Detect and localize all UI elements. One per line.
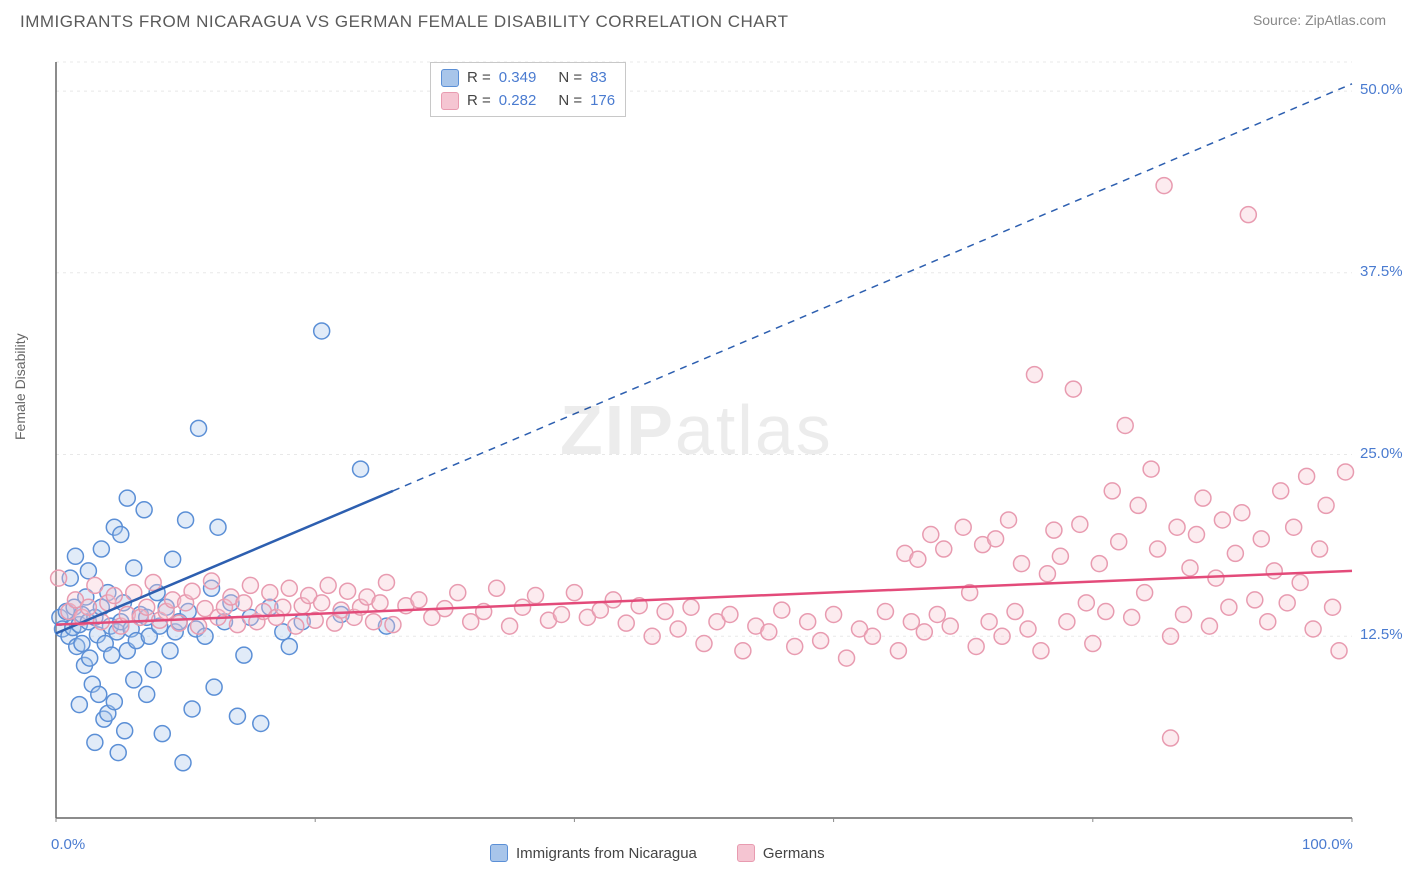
stat-r-label: R = (467, 90, 491, 113)
chart-title: IMMIGRANTS FROM NICARAGUA VS GERMAN FEMA… (20, 12, 789, 32)
stat-r-value: 0.282 (499, 90, 537, 113)
legend-item: Immigrants from Nicaragua (490, 844, 697, 862)
y-tick-label: 25.0% (1360, 445, 1403, 462)
y-tick-label: 12.5% (1360, 626, 1403, 643)
legend-label: Immigrants from Nicaragua (516, 845, 697, 862)
series-swatch (441, 92, 459, 110)
chart-area: 12.5%25.0%37.5%50.0%0.0%100.0% (46, 56, 1386, 822)
stat-n-label: N = (558, 90, 582, 113)
y-tick-label: 50.0% (1360, 81, 1403, 98)
series-swatch (441, 69, 459, 87)
stat-n-value: 83 (590, 67, 607, 90)
stats-row: R = 0.349 N = 83 (441, 67, 615, 90)
stats-legend-box: R = 0.349 N = 83 R = 0.282 N = 176 (430, 62, 626, 117)
x-tick-label: 100.0% (1302, 836, 1353, 853)
x-tick-label: 0.0% (51, 836, 85, 853)
stat-n-label: N = (558, 67, 582, 90)
y-axis-label: Female Disability (12, 333, 28, 440)
bottom-legend: Immigrants from Nicaragua Germans (490, 844, 825, 862)
legend-label: Germans (763, 845, 825, 862)
legend-swatch (737, 844, 755, 862)
stat-r-label: R = (467, 67, 491, 90)
stat-n-value: 176 (590, 90, 615, 113)
source-label: Source: ZipAtlas.com (1253, 12, 1386, 28)
source-link[interactable]: ZipAtlas.com (1305, 12, 1386, 28)
legend-item: Germans (737, 844, 825, 862)
stats-row: R = 0.282 N = 176 (441, 90, 615, 113)
y-tick-label: 37.5% (1360, 263, 1403, 280)
stat-r-value: 0.349 (499, 67, 537, 90)
legend-swatch (490, 844, 508, 862)
